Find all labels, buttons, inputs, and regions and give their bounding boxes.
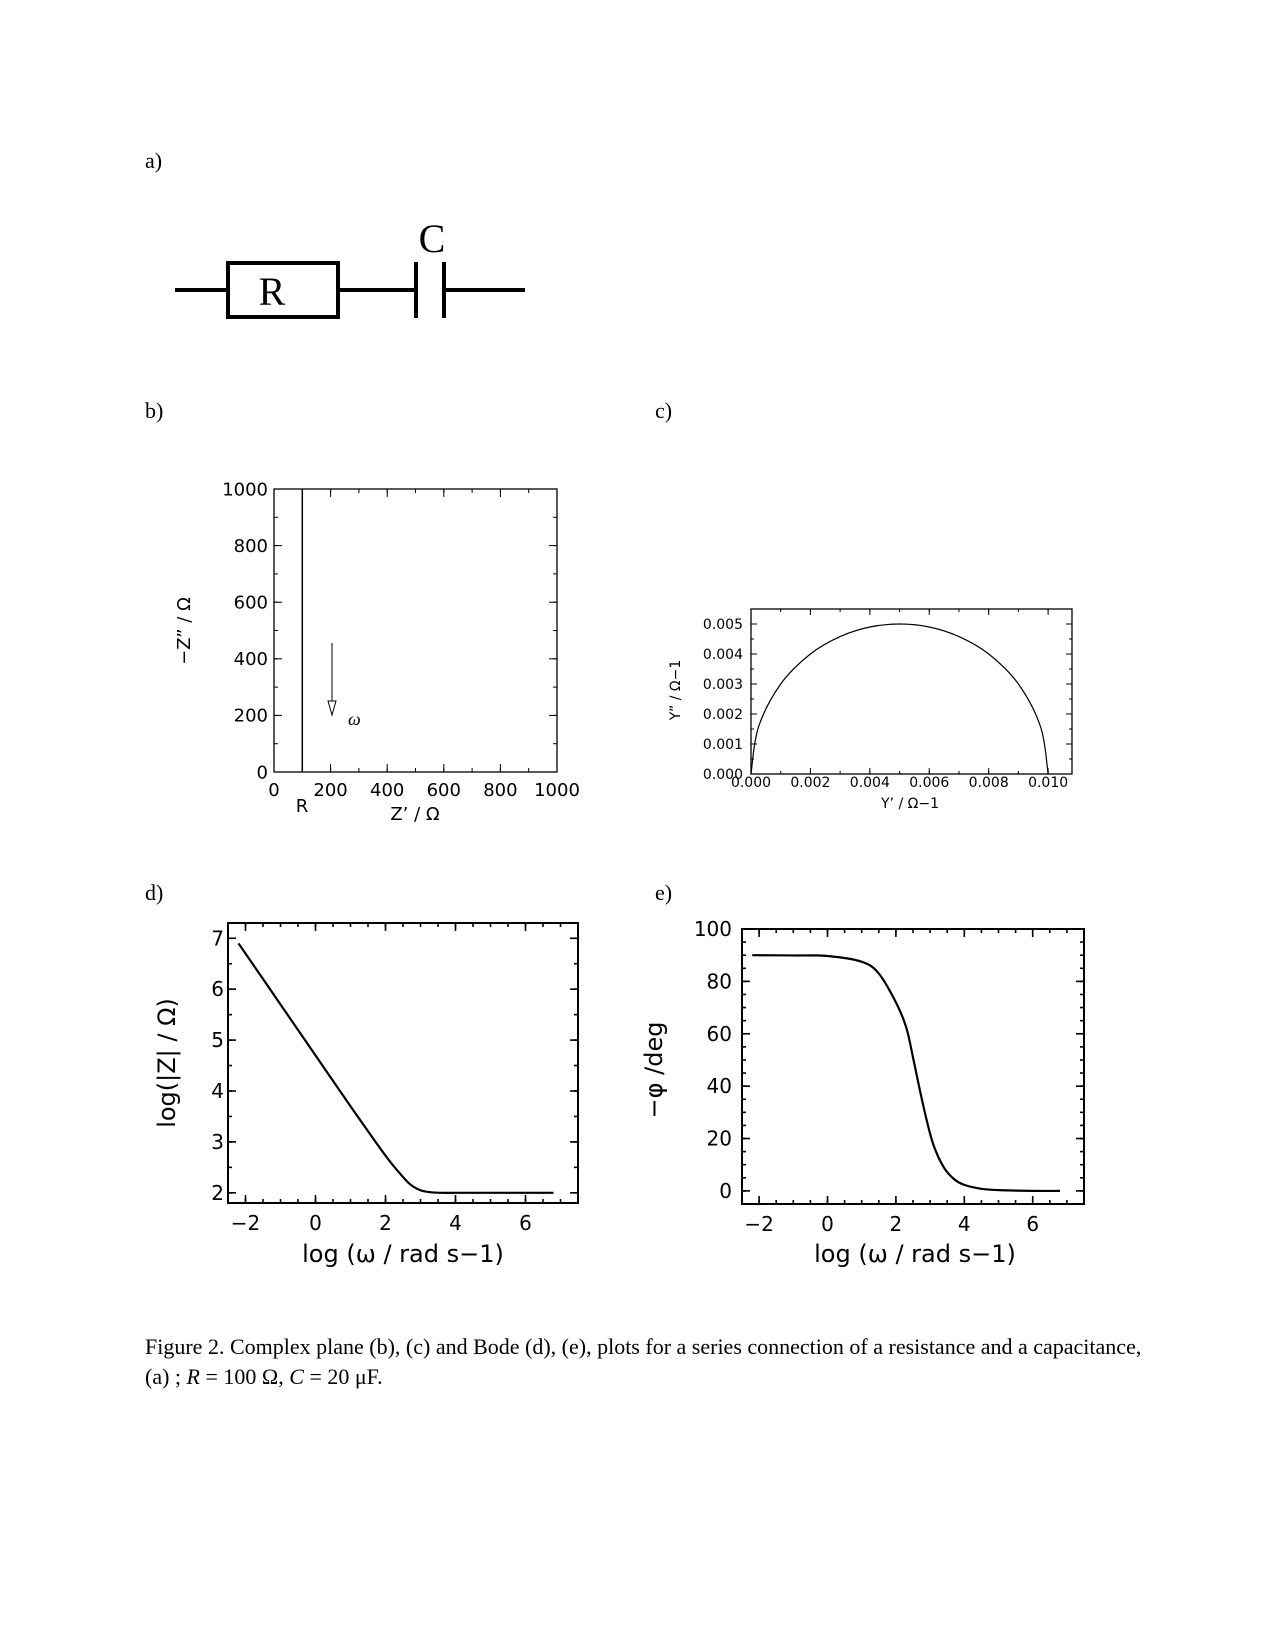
y-tick-label: 0.005 <box>703 617 743 633</box>
caption-c-symbol: C <box>289 1364 304 1389</box>
chart-c-ylabel: Y” / Ω−1 <box>668 660 684 722</box>
x-tick-label: −2 <box>744 1212 773 1236</box>
y-tick-label: 600 <box>234 593 268 614</box>
x-tick-label: 0.006 <box>909 775 949 791</box>
y-tick-label: 0 <box>719 1179 732 1203</box>
panel-label-c: c) <box>655 398 673 423</box>
chart-c-frame <box>750 608 1073 775</box>
x-tick-label: 0 <box>268 780 279 801</box>
caption-text: Figure 2. Complex plane (b), (c) and Bod… <box>145 1334 1142 1389</box>
x-tick-label: 4 <box>449 1211 462 1235</box>
y-tick-label: 40 <box>707 1074 732 1098</box>
x-tick-label: 1000 <box>534 780 580 801</box>
x-tick-label: 800 <box>483 780 517 801</box>
y-tick-label: 800 <box>234 536 268 557</box>
y-tick-label: 20 <box>707 1127 732 1151</box>
panel-label-b: b) <box>145 398 164 423</box>
panel-label-e: e) <box>655 880 673 905</box>
caption-c-value: = 20 μF. <box>303 1364 383 1389</box>
y-tick-label: 100 <box>694 917 732 941</box>
chart-b-omega-arrowhead <box>327 700 337 717</box>
chart-e-frame <box>741 928 1085 1205</box>
y-tick-label: 0.002 <box>703 707 743 723</box>
y-tick-label: 5 <box>211 1028 224 1052</box>
x-tick-label: 2 <box>890 1212 903 1236</box>
y-tick-label: 0.003 <box>703 677 743 693</box>
x-tick-label: 0 <box>309 1211 322 1235</box>
chart-b-r-marker: R <box>296 796 309 817</box>
chart-d-xlabel: log (ω / rad s−1) <box>302 1240 504 1268</box>
x-tick-label: 600 <box>427 780 461 801</box>
chart-b-xlabel: Z’ / Ω <box>390 804 440 825</box>
x-tick-label: 0.000 <box>731 775 771 791</box>
y-tick-label: 80 <box>707 969 732 993</box>
x-tick-label: 200 <box>313 780 347 801</box>
figure-caption: Figure 2. Complex plane (b), (c) and Bod… <box>145 1332 1145 1392</box>
caption-r-symbol: R <box>186 1364 200 1389</box>
capacitor-label: C <box>419 216 446 261</box>
chart-e-data-line <box>752 954 1061 1193</box>
chart-e-xlabel: log (ω / rad s−1) <box>814 1240 1016 1268</box>
y-tick-label: 0.004 <box>703 647 743 663</box>
panel-label-a: a) <box>145 148 163 173</box>
y-tick-label: 1000 <box>222 479 268 500</box>
y-tick-label: 4 <box>211 1079 224 1103</box>
chart-b-omega-label: ω <box>348 709 361 729</box>
y-tick-label: 0 <box>257 762 268 783</box>
y-tick-label: 0.000 <box>703 767 743 783</box>
x-tick-label: 0.002 <box>790 775 830 791</box>
x-tick-label: 6 <box>1026 1212 1039 1236</box>
y-tick-label: 6 <box>211 977 224 1001</box>
chart-d-ylabel: log(|Z| / Ω) <box>153 998 181 1128</box>
x-tick-label: 0 <box>821 1212 834 1236</box>
chart-e-ylabel: −φ /deg <box>640 1022 668 1119</box>
x-tick-label: 2 <box>379 1211 392 1235</box>
y-tick-label: 7 <box>211 926 224 950</box>
x-tick-label: −2 <box>231 1211 260 1235</box>
chart-d-data-line <box>237 942 554 1194</box>
chart-b-ylabel: −Z” / Ω <box>174 597 195 665</box>
chart-c-data-line <box>750 623 1049 775</box>
y-tick-label: 0.001 <box>703 737 743 753</box>
y-tick-label: 3 <box>211 1130 224 1154</box>
caption-r-value: = 100 Ω, <box>199 1364 290 1389</box>
x-tick-label: 0.010 <box>1028 775 1068 791</box>
panel-label-d: d) <box>145 880 164 905</box>
x-tick-label: 0.004 <box>850 775 890 791</box>
y-tick-label: 60 <box>707 1022 732 1046</box>
x-tick-label: 4 <box>958 1212 971 1236</box>
chart-c-xlabel: Y’ / Ω−1 <box>880 796 939 812</box>
x-tick-label: 6 <box>519 1211 532 1235</box>
y-tick-label: 400 <box>234 649 268 670</box>
y-tick-label: 200 <box>234 706 268 727</box>
x-tick-label: 400 <box>370 780 404 801</box>
resistor-label: R <box>259 269 286 314</box>
y-tick-label: 2 <box>211 1181 224 1205</box>
x-tick-label: 0.008 <box>969 775 1009 791</box>
